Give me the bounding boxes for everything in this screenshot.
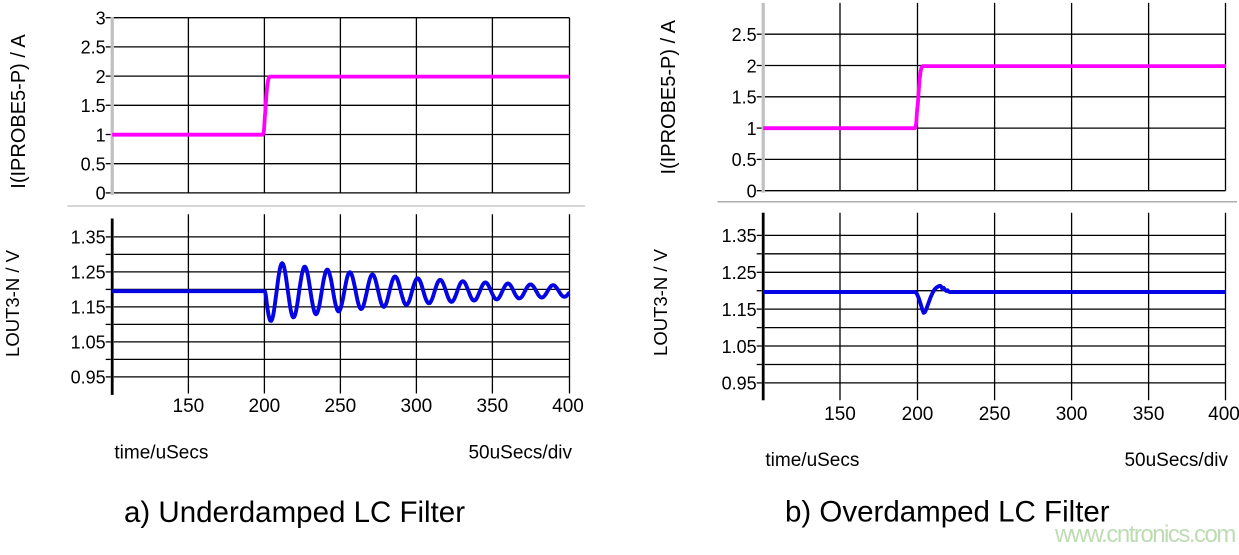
svg-text:a) Underdamped LC Filter: a) Underdamped LC Filter [124,496,465,529]
svg-text:0.95: 0.95 [722,374,757,394]
svg-text:1.25: 1.25 [71,263,106,283]
svg-text:150: 150 [173,396,205,417]
svg-text:1.15: 1.15 [71,298,106,318]
svg-text:150: 150 [824,404,856,425]
svg-text:350: 350 [477,396,509,417]
svg-text:300: 300 [1056,404,1088,425]
svg-text:1.35: 1.35 [722,226,757,246]
svg-text:1.05: 1.05 [71,333,106,353]
svg-text:1.5: 1.5 [81,96,106,116]
svg-text:2.5: 2.5 [81,38,106,58]
svg-text:LOUT3-N / V: LOUT3-N / V [2,249,23,357]
svg-text:50uSecs/div: 50uSecs/div [1124,450,1228,471]
svg-text:b) Overdamped LC Filter: b) Overdamped LC Filter [785,496,1110,529]
svg-text:200: 200 [902,404,934,425]
svg-text:400: 400 [552,396,584,417]
svg-text:0.95: 0.95 [71,368,106,388]
svg-text:I(IPROBE5-P) / A: I(IPROBE5-P) / A [8,34,30,189]
svg-text:1.15: 1.15 [722,300,757,320]
svg-text:0.5: 0.5 [81,155,106,175]
svg-text:2.5: 2.5 [732,25,757,45]
svg-text:400: 400 [1208,404,1239,425]
svg-text:I(IPROBE5-P) / A: I(IPROBE5-P) / A [658,19,680,174]
svg-text:time/uSecs: time/uSecs [765,450,859,471]
svg-text:300: 300 [401,396,433,417]
svg-text:2: 2 [96,67,106,87]
svg-text:350: 350 [1133,404,1165,425]
svg-text:1: 1 [747,119,757,139]
svg-text:1.25: 1.25 [722,263,757,283]
svg-text:0.5: 0.5 [732,150,757,170]
svg-text:www.cntronics.com: www.cntronics.com [1054,521,1235,548]
svg-text:200: 200 [249,396,281,417]
svg-text:1.5: 1.5 [732,88,757,108]
svg-text:LOUT3-N / V: LOUT3-N / V [650,248,671,356]
svg-text:250: 250 [325,396,357,417]
svg-text:1: 1 [96,125,106,145]
svg-text:50uSecs/div: 50uSecs/div [468,443,572,464]
svg-text:0: 0 [96,184,106,204]
svg-text:0: 0 [747,182,757,202]
svg-text:2: 2 [747,56,757,76]
svg-text:250: 250 [979,404,1011,425]
svg-text:1.05: 1.05 [722,337,757,357]
svg-text:3: 3 [96,9,106,29]
svg-text:1.35: 1.35 [71,228,106,248]
svg-text:time/uSecs: time/uSecs [114,443,208,464]
